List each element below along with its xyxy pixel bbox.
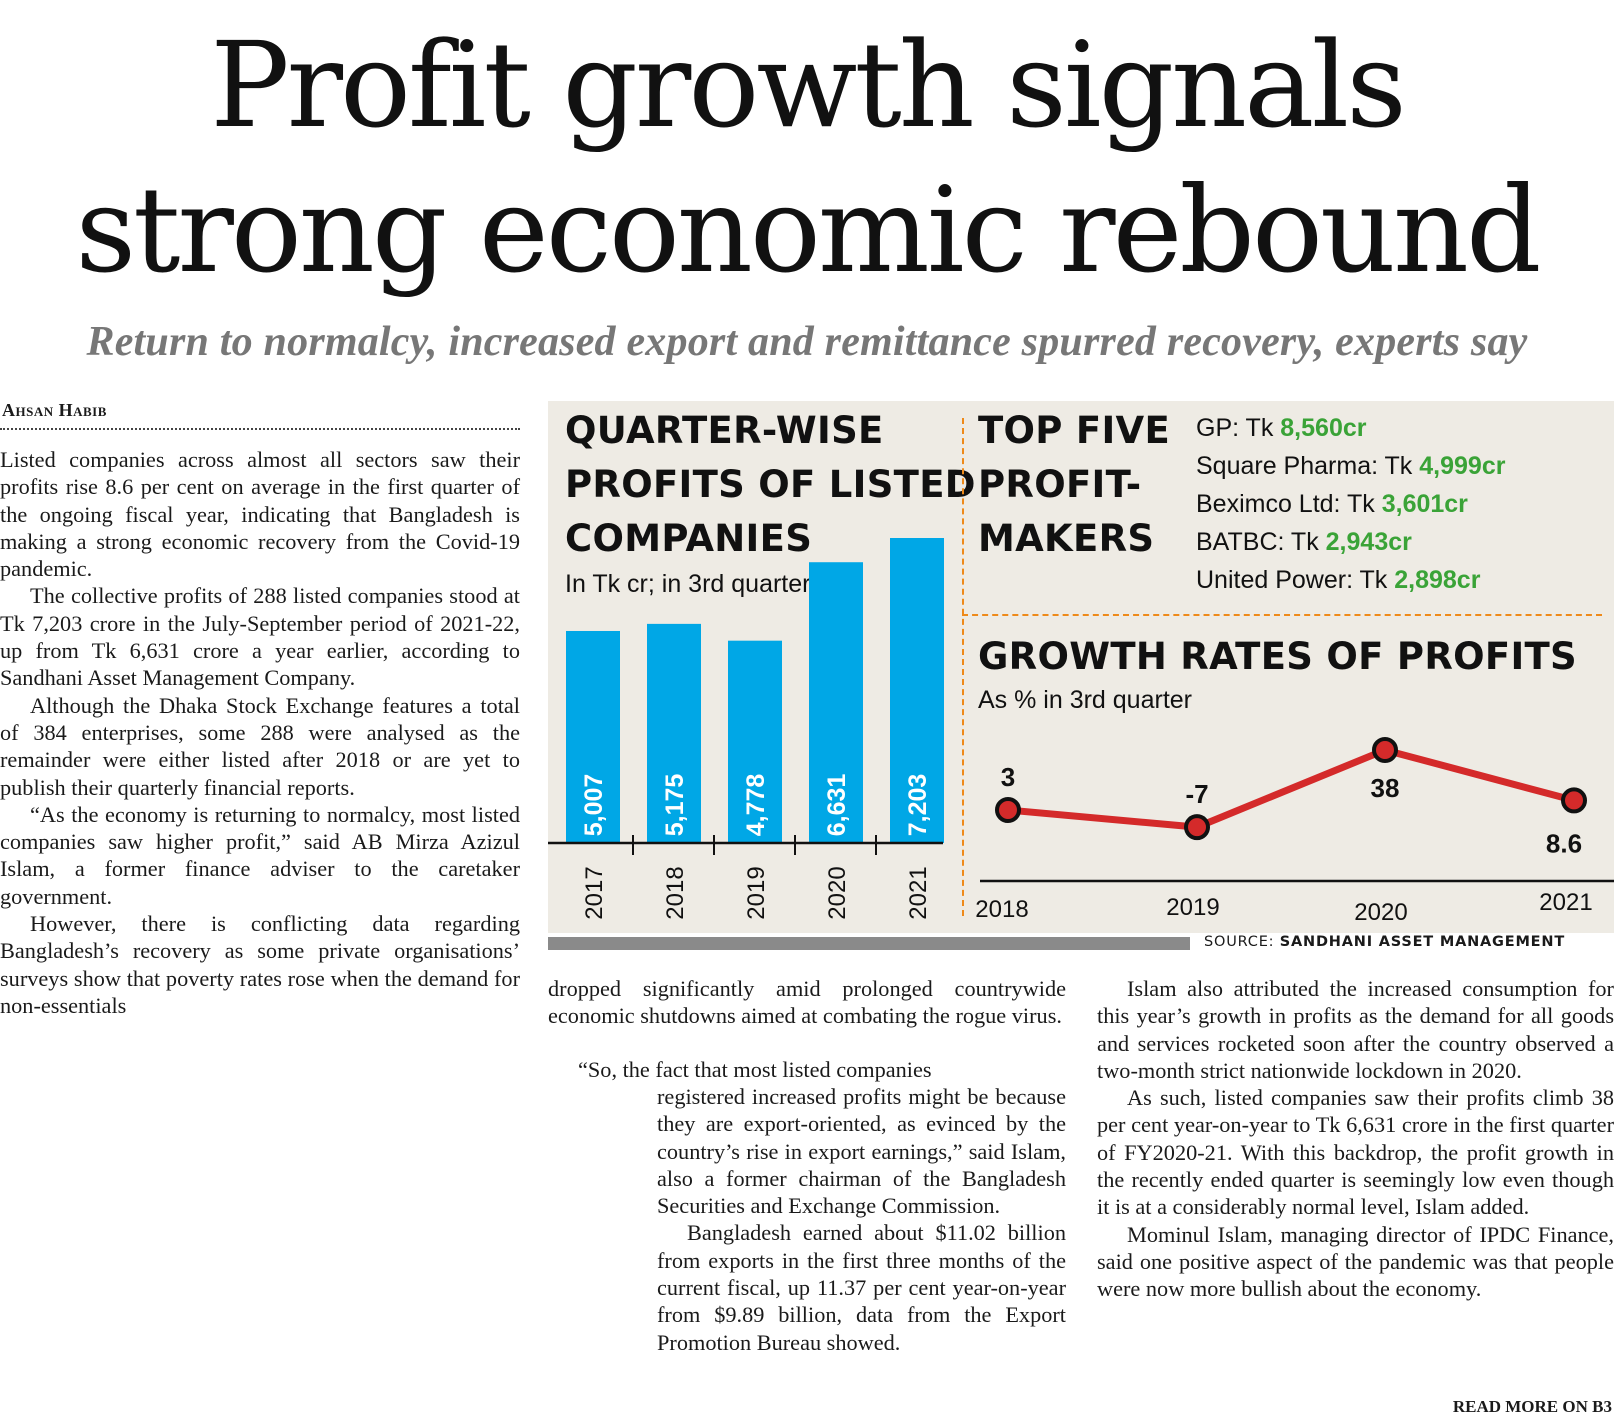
article-column-2-top: dropped significantly amid prolonged cou…	[548, 975, 1066, 1030]
paragraph: However, there is conflicting data regar…	[0, 911, 520, 1018]
line-chart-title: GROWTH RATES OF PROFITS	[978, 635, 1578, 678]
source-prefix: SOURCE:	[1204, 934, 1280, 950]
bar-chart-title-line: QUARTER-WISE	[565, 409, 884, 452]
bar-value-label: 7,203	[904, 774, 932, 837]
article-column-3: Islam also attributed the increased cons…	[1097, 975, 1614, 1303]
data-label: -7	[1185, 779, 1208, 809]
headline-line-1: Profit growth signals	[210, 16, 1407, 154]
top-five-title-line: MAKERS	[978, 517, 1155, 560]
profit-value: 8,560cr	[1280, 414, 1367, 442]
x-tick-label: 2018	[662, 866, 689, 919]
top-five-item: United Power: Tk 2,898cr	[1196, 561, 1480, 599]
company-name: United Power: Tk	[1196, 566, 1395, 594]
paragraph: Mominul Islam, managing director of IPDC…	[1097, 1221, 1614, 1302]
data-point	[995, 797, 1021, 823]
top-five-item: Square Pharma: Tk 4,999cr	[1196, 447, 1505, 485]
paragraph: As such, listed companies saw their prof…	[1097, 1085, 1614, 1220]
company-name: Square Pharma: Tk	[1196, 452, 1420, 480]
paragraph: “As the economy is returning to normalcy…	[0, 801, 520, 909]
bar	[809, 562, 863, 843]
bar-chart: 5,007 2017 5,175 2018 4,778 2019 6,631 2020 7,20…	[548, 538, 944, 920]
top-five-item: Beximco Ltd: Tk 3,601cr	[1196, 485, 1468, 523]
data-label: 8.6	[1546, 828, 1582, 858]
data-point	[1184, 814, 1210, 841]
x-tick-label: 2020	[1354, 899, 1407, 926]
paragraph: Bangladesh earned about $11.02 billion f…	[657, 1220, 1066, 1355]
paragraph: dropped significantly amid prolonged cou…	[548, 976, 1066, 1029]
company-name: BATBC: Tk	[1196, 528, 1326, 556]
article-column-2-quote-start: “So, the fact that most listed companies	[548, 1056, 1066, 1083]
bar-value-label: 5,175	[661, 774, 689, 837]
bar-value-label: 4,778	[742, 774, 770, 837]
growth-line	[1007, 746, 1575, 831]
profit-value: 3,601cr	[1381, 490, 1468, 518]
paragraph: The collective profits of 288 listed com…	[0, 583, 520, 691]
profit-value: 4,999cr	[1419, 452, 1506, 480]
profit-value: 2,898cr	[1394, 566, 1481, 594]
paragraph: Listed companies across almost all secto…	[0, 447, 520, 582]
bar-value-label: 5,007	[580, 774, 608, 837]
bar	[728, 640, 782, 843]
byline-divider	[0, 428, 520, 430]
top-five-title-line: TOP FIVE	[978, 409, 1171, 452]
bar	[566, 630, 620, 843]
horizontal-divider	[962, 614, 1602, 616]
x-tick-label: 2018	[975, 896, 1028, 923]
bar	[647, 623, 701, 843]
data-point	[1561, 787, 1587, 814]
top-five-title: TOP FIVE PROFIT- MAKERS	[978, 404, 1170, 566]
infographic-panel	[548, 401, 1614, 933]
company-name: GP: Tk	[1196, 414, 1281, 442]
company-name: Beximco Ltd: Tk	[1196, 490, 1382, 518]
bar-value-label: 6,631	[823, 774, 851, 837]
x-tick-label: 2019	[1166, 894, 1219, 921]
bar-chart-title-line: COMPANIES	[565, 517, 813, 560]
line-chart: 3 -7 38 8.6 2018 2019 2020 2021	[975, 737, 1614, 926]
bar-chart-title-line: PROFITS OF LISTED	[565, 463, 976, 506]
source-credit: SOURCE: SANDHANI ASSET MANAGEMENT	[1204, 934, 1565, 950]
byline: Ahsan Habib	[2, 400, 107, 420]
paragraph: registered increased profits might be be…	[657, 1084, 1066, 1219]
x-tick-label: 2020	[824, 866, 851, 919]
bar-chart-subtitle: In Tk cr; in 3rd quarter	[565, 570, 811, 598]
top-five-title-line: PROFIT-	[978, 463, 1142, 506]
profit-value: 2,943cr	[1325, 528, 1412, 556]
data-label: 3	[1001, 762, 1015, 792]
bar	[890, 538, 944, 843]
article-column-1: Listed companies across almost all secto…	[0, 446, 520, 1019]
x-tick-label: 2021	[905, 866, 932, 919]
bar-chart-title: QUARTER-WISE PROFITS OF LISTED COMPANIES	[565, 404, 976, 566]
read-more-link[interactable]: READ MORE ON B3	[1452, 1397, 1612, 1416]
line-chart-subtitle: As % in 3rd quarter	[978, 686, 1192, 714]
source-bar	[548, 937, 1190, 950]
headline-line-2: strong economic rebound	[75, 161, 1541, 299]
x-tick-label: 2021	[1539, 889, 1592, 916]
data-point	[1372, 737, 1398, 763]
paragraph: Islam also attributed the increased cons…	[1097, 976, 1614, 1083]
data-label: 38	[1371, 773, 1400, 803]
paragraph: Although the Dhaka Stock Exchange featur…	[0, 692, 520, 800]
x-tick-label: 2019	[743, 866, 770, 919]
article-column-2-indented: registered increased profits might be be…	[657, 1083, 1066, 1356]
paragraph: “So, the fact that most listed companies	[578, 1057, 932, 1082]
subheadline: Return to normalcy, increased export and…	[86, 319, 1528, 365]
source-name: SANDHANI ASSET MANAGEMENT	[1279, 934, 1566, 950]
x-tick-label: 2017	[581, 866, 608, 919]
top-five-item: GP: Tk 8,560cr	[1196, 409, 1366, 447]
vertical-divider	[962, 418, 964, 916]
top-five-item: BATBC: Tk 2,943cr	[1196, 523, 1412, 561]
